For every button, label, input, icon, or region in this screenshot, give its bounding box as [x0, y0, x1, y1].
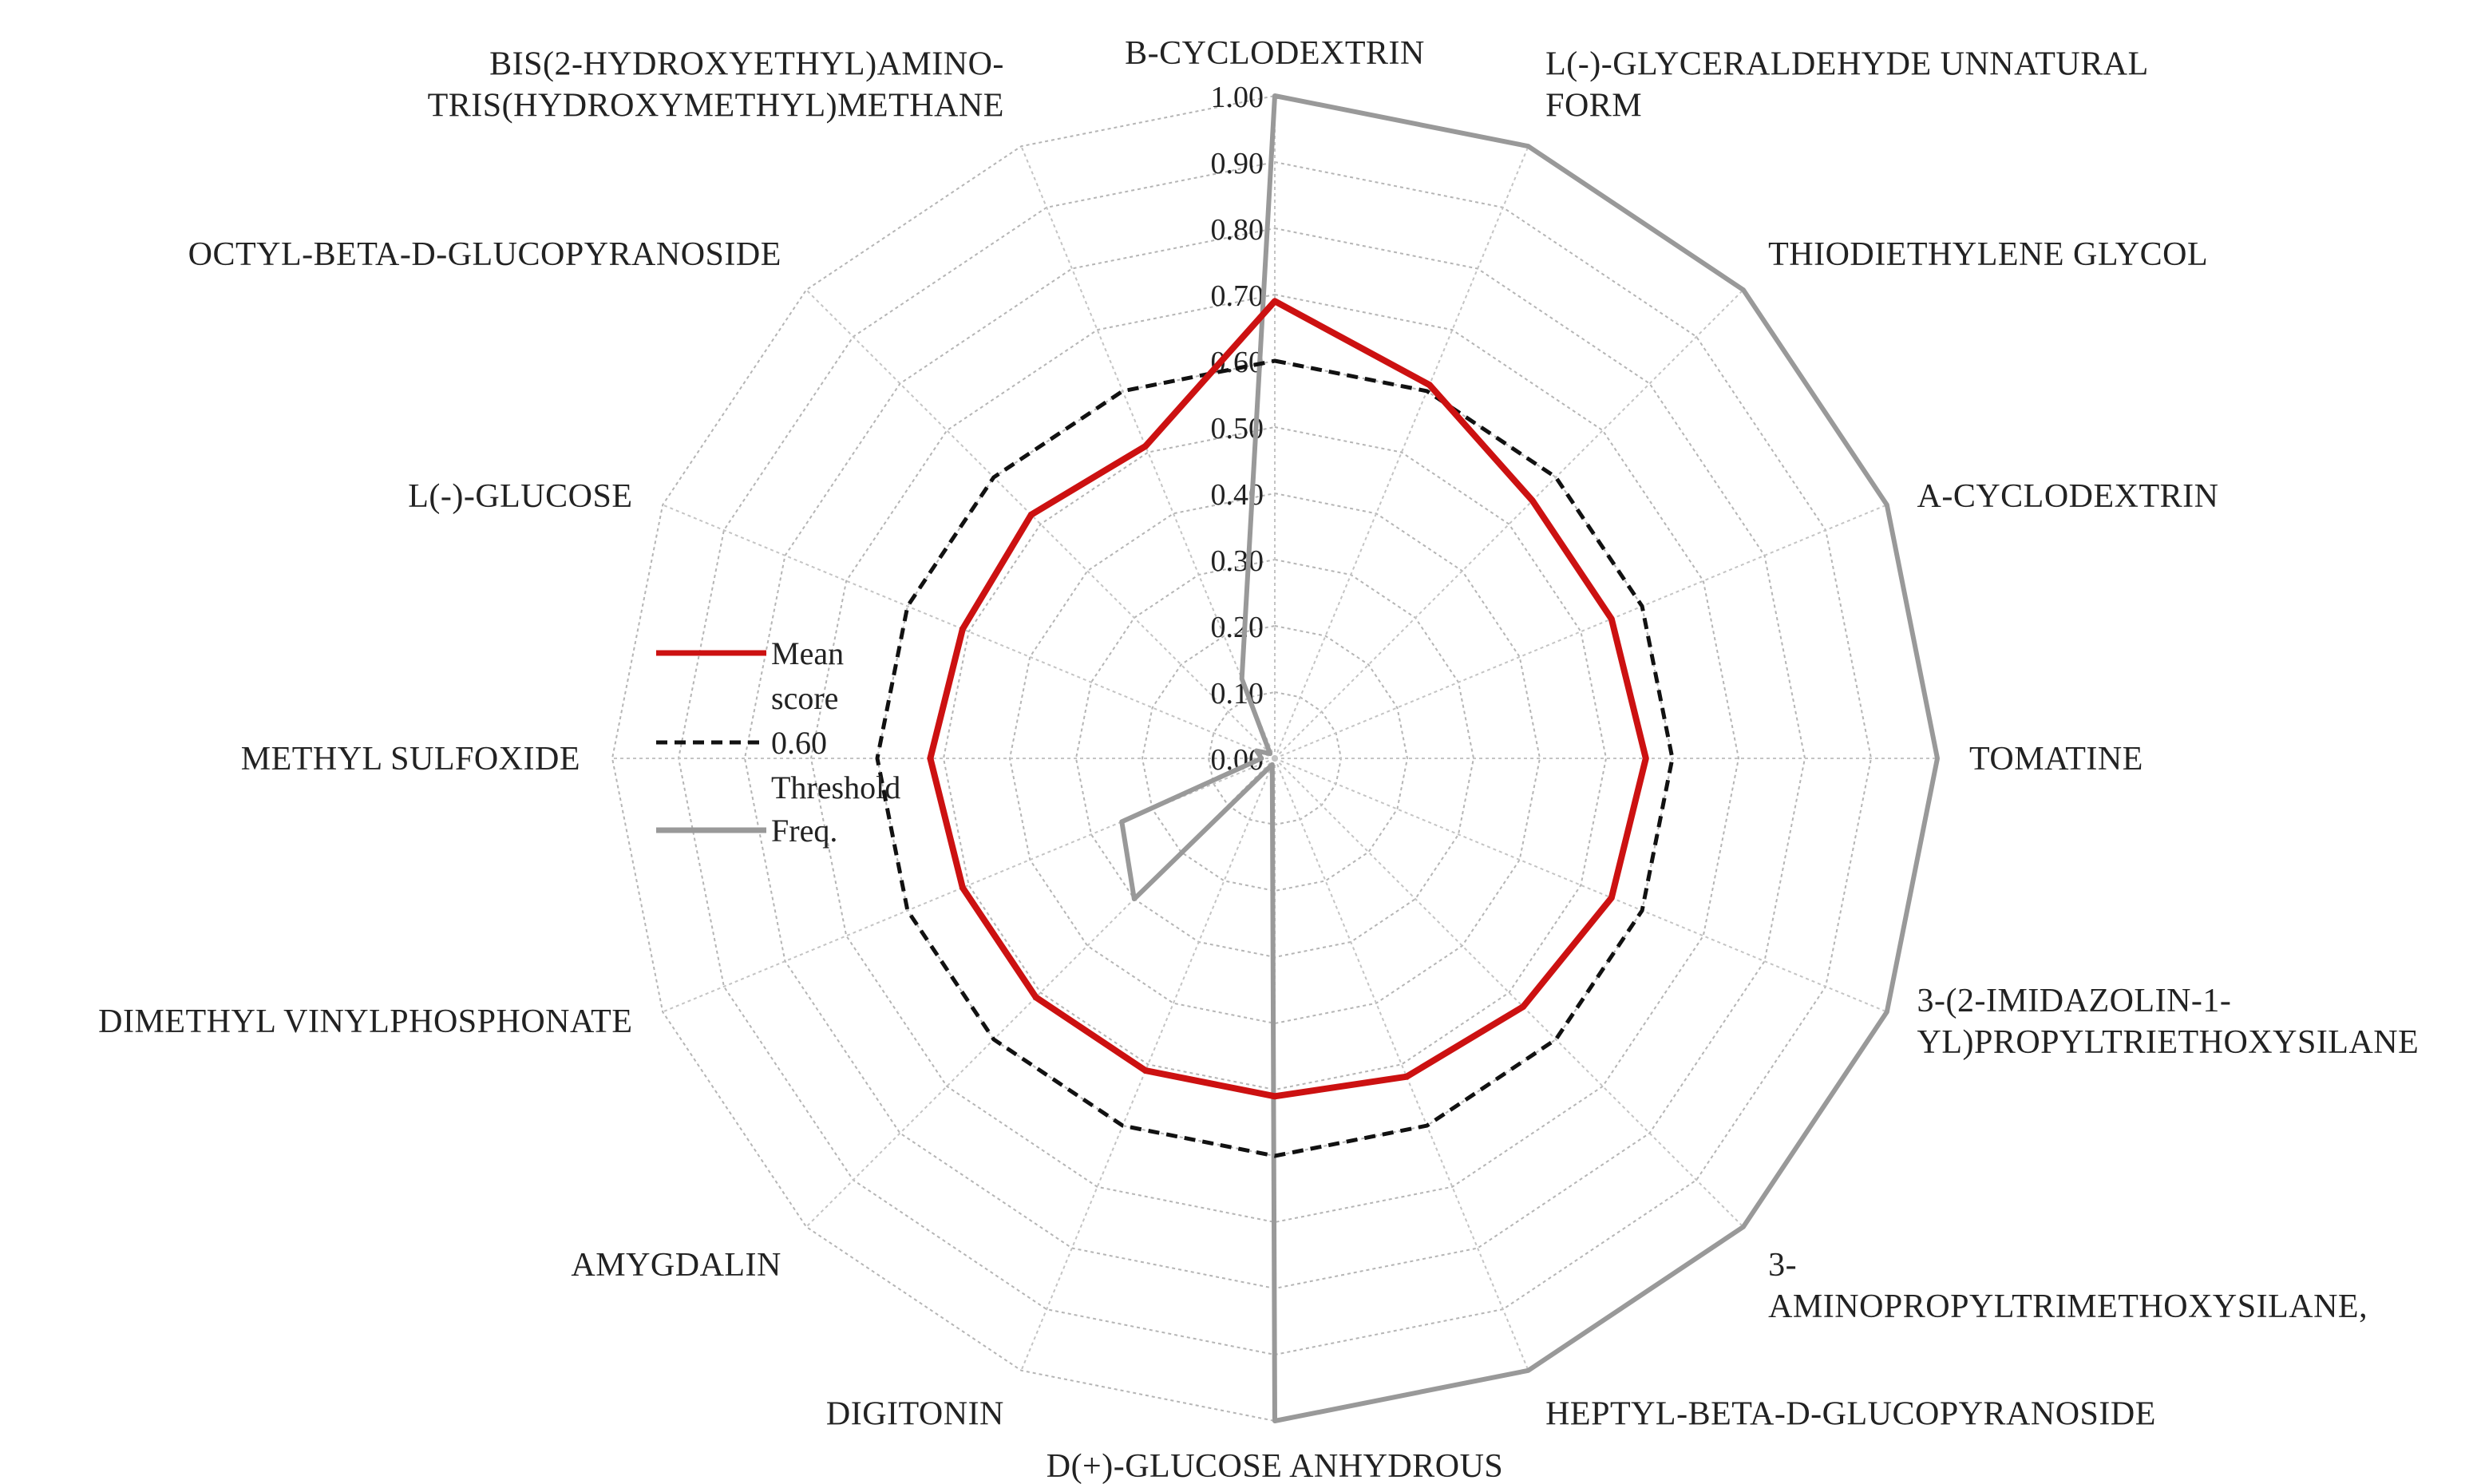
- category-label-line: DIGITONIN: [826, 1396, 1004, 1433]
- category-label-line: L(-)-GLUCOSE: [408, 478, 632, 515]
- category-label-line: AMINOPROPYLTRIMETHOXYSILANE,: [1768, 1288, 2368, 1325]
- spoke-13: [662, 504, 1276, 759]
- legend-label: Freq.: [771, 813, 837, 849]
- radial-tick-label: 0.20: [1211, 611, 1264, 644]
- category-label-9: DIGITONIN: [826, 1396, 1004, 1433]
- legend-item-0: Mean score: [656, 635, 844, 716]
- category-label-line: BIS(2-HYDROXYETHYL)AMINO-: [489, 46, 1004, 83]
- radial-tick-label: 0.30: [1211, 544, 1264, 578]
- radial-tick-label: 0.90: [1211, 147, 1264, 180]
- category-label-12: METHYL SULFOXIDE: [241, 741, 580, 778]
- legend-label: 0.60: [771, 725, 827, 761]
- legend-label: Threshold: [771, 770, 900, 805]
- category-label-2: THIODIETHYLENE GLYCOL: [1768, 236, 2208, 273]
- spoke-1: [1274, 145, 1529, 759]
- category-label-line: YL)PROPYLTRIETHOXYSILANE: [1917, 1024, 2419, 1061]
- category-label-line: THIODIETHYLENE GLYCOL: [1768, 236, 2208, 273]
- category-label-line: 3-: [1768, 1247, 1797, 1284]
- category-label-0: Β-CYCLODEXTRIN: [1125, 35, 1425, 72]
- spoke-5: [1274, 758, 1888, 1013]
- category-label-line: Β-CYCLODEXTRIN: [1125, 35, 1425, 72]
- radial-tick-label: 0.80: [1211, 213, 1264, 247]
- category-label-4: TOMATINE: [1969, 741, 2143, 778]
- series: [875, 93, 1940, 1423]
- category-label-5: 3-(2-IMIDAZOLIN-1- YL)PROPYLTRIETHOXYSILA…: [1917, 983, 2419, 1061]
- spoke-3: [1274, 504, 1888, 759]
- spoke-2: [1274, 289, 1744, 759]
- legend-item-2: Freq.: [656, 813, 837, 849]
- radial-tick-labels: 0.000.100.200.300.400.500.600.700.800.90…: [1211, 81, 1264, 777]
- legend-label: score: [771, 680, 838, 716]
- category-label-6: 3- AMINOPROPYLTRIMETHOXYSILANE,: [1768, 1247, 2368, 1325]
- series-line-0: [927, 298, 1649, 1100]
- legend-label: Mean: [771, 635, 844, 671]
- spoke-15: [1020, 145, 1276, 759]
- spoke-14: [805, 289, 1276, 759]
- category-label-line: D(+)-GLUCOSE ANHYDROUS: [1047, 1448, 1504, 1484]
- legend-item-1: 0.60 Threshold: [656, 725, 900, 805]
- category-label-line: TRIS(HYDROXYMETHYL)METHANE: [428, 88, 1004, 125]
- category-label-line: TOMATINE: [1969, 741, 2143, 778]
- radial-tick-label: 0.10: [1211, 677, 1264, 710]
- legend: Mean score 0.60 Threshold Freq.: [656, 635, 900, 849]
- category-label-line: METHYL SULFOXIDE: [241, 741, 580, 778]
- spoke-6: [1274, 758, 1744, 1228]
- category-label-10: AMYGDALIN: [571, 1247, 781, 1284]
- category-label-1: L(-)-GLYCERALDEHYDE UNNATURAL FORM: [1545, 46, 2149, 125]
- category-label-line: HEPTYL-BETA-D-GLUCOPYRANOSIDE: [1545, 1396, 2156, 1433]
- category-labels: Β-CYCLODEXTRIN L(-)-GLYCERALDEHYDE UNNATU…: [98, 35, 2419, 1484]
- category-label-line: Α-CYCLODEXTRIN: [1917, 478, 2219, 515]
- category-label-13: L(-)-GLUCOSE: [408, 478, 632, 515]
- category-label-15: BIS(2-HYDROXYETHYL)AMINO- TRIS(HYDROXYMET…: [428, 46, 1004, 125]
- category-label-8: D(+)-GLUCOSE ANHYDROUS: [1047, 1448, 1504, 1484]
- radial-tick-label: 0.40: [1211, 478, 1264, 512]
- category-label-line: DIMETHYL VINYLPHOSPHONATE: [98, 1003, 632, 1040]
- category-label-11: DIMETHYL VINYLPHOSPHONATE: [98, 1003, 632, 1040]
- spoke-7: [1274, 758, 1529, 1371]
- radial-tick-label: 1.00: [1211, 81, 1264, 114]
- category-label-7: HEPTYL-BETA-D-GLUCOPYRANOSIDE: [1545, 1396, 2156, 1433]
- category-label-line: AMYGDALIN: [571, 1247, 781, 1284]
- radial-tick-label: 0.70: [1211, 279, 1264, 313]
- category-label-line: FORM: [1545, 88, 1642, 125]
- category-label-3: Α-CYCLODEXTRIN: [1917, 478, 2219, 515]
- grid-ring-4: [1008, 492, 1541, 1025]
- category-label-line: 3-(2-IMIDAZOLIN-1-: [1917, 983, 2232, 1019]
- series-line-1: [875, 358, 1675, 1158]
- spoke-9: [1020, 758, 1276, 1371]
- category-label-14: OCTYL-BETA-D-GLUCOPYRANOSIDE: [188, 236, 781, 273]
- category-label-line: OCTYL-BETA-D-GLUCOPYRANOSIDE: [188, 236, 781, 273]
- series-line-2: [1119, 93, 1940, 1423]
- category-label-line: L(-)-GLYCERALDEHYDE UNNATURAL: [1545, 46, 2149, 83]
